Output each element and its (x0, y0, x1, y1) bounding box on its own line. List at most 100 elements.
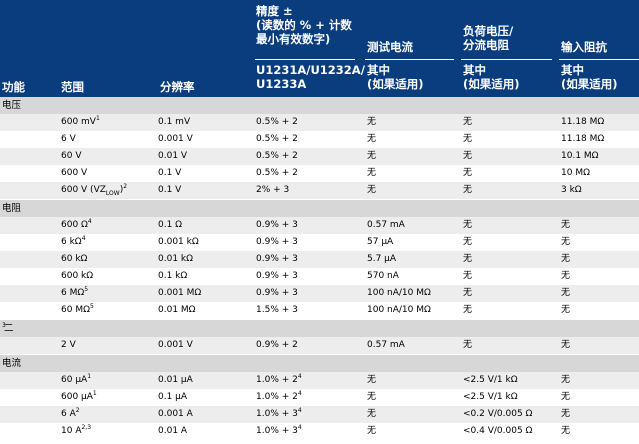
header-test-current-note: 其中 (如果适用) (367, 63, 424, 91)
range-value: 600 V (VZ (61, 185, 106, 195)
accuracy-value: 0.5% + 2 (256, 134, 298, 144)
header-divider (461, 59, 552, 60)
header-accuracy: 精度 ± (读数的 % + 计数 最小有效数字) (256, 4, 352, 46)
test-current-cell: 0.57 mA (367, 340, 405, 350)
table-row: 6 kΩ4 0.9% + 3 0.001 kΩ 57 μA 无 无 (0, 234, 639, 251)
test-current-cell: 57 μA (367, 237, 394, 247)
section-voltage: 电压 (0, 97, 639, 114)
burden-voltage-cell: 无 (463, 254, 473, 264)
accuracy-value: 0.9% + 3 (256, 271, 298, 281)
section-diode: 二极管3 (0, 320, 639, 368)
resolution-cell: 0.01 kΩ (158, 254, 193, 264)
range-value: 600 mV (61, 117, 96, 127)
accuracy-value: 0.5% + 2 (256, 151, 298, 161)
range-cell: 600 kΩ (61, 268, 93, 285)
resolution-cell: 0.01 MΩ (158, 305, 196, 315)
test-current-cell: 570 nA (367, 271, 399, 281)
header-impedance-note: 其中 (如果适用) (561, 63, 618, 91)
burden-voltage-cell: 无 (463, 117, 473, 127)
input-impedance-cell: 无 (561, 375, 571, 385)
burden-voltage-cell: 无 (463, 134, 473, 144)
burden-voltage-cell: 无 (463, 237, 473, 247)
resolution-cell: 0.001 MΩ (158, 288, 202, 298)
input-impedance-cell: 无 (561, 340, 571, 350)
test-current-cell: 无 (367, 117, 377, 127)
test-current-cell: 5.7 μA (367, 254, 397, 264)
range-value: 60 MΩ (61, 305, 90, 315)
test-current-cell: 100 nA/10 MΩ (367, 305, 431, 315)
table-row: 10 A2,3 1.0% + 34 0.01 A 无 <0.4 V/0.005 Ω 无 (0, 423, 639, 440)
input-impedance-cell: 11.18 MΩ (561, 134, 605, 144)
footnote-marker: 2 (75, 407, 80, 414)
range-cell: 6 A2 (61, 406, 80, 423)
accuracy-value: 1.0% + 2 (256, 375, 298, 385)
table-row: 600 μA1 1.0% + 24 0.1 μA 无 <2.5 V/1 kΩ 无 (0, 389, 639, 406)
accuracy-cell: 0.9% + 3 (256, 234, 298, 251)
test-current-cell: 无 (367, 426, 377, 436)
footnote-marker: 4 (87, 218, 92, 225)
table-row: 600 kΩ 0.9% + 3 0.1 kΩ 570 nA 无 无 (0, 268, 639, 285)
footnote-marker: 4 (81, 235, 86, 242)
table-row: 60 kΩ 0.9% + 3 0.01 kΩ 5.7 μA 无 无 (0, 251, 639, 268)
footnote-marker: 1 (87, 373, 92, 380)
resolution-cell: 0.1 V (158, 185, 182, 195)
table-row: 2 V 0.9% + 2 0.001 V 0.57 mA 无 无 (0, 337, 639, 354)
test-current-cell: 无 (367, 185, 377, 195)
burden-voltage-cell: <0.2 V/0.005 Ω (463, 409, 533, 419)
test-current-cell: 无 (367, 409, 377, 419)
accuracy-value: 1.0% + 3 (256, 426, 298, 436)
test-current-cell: 无 (367, 151, 377, 161)
accuracy-value: 0.9% + 3 (256, 254, 298, 264)
burden-voltage-cell: 无 (463, 305, 473, 315)
burden-voltage-cell: 无 (463, 220, 473, 230)
resolution-cell: 0.1 mV (158, 117, 191, 127)
footnote-marker: 4 (297, 407, 302, 414)
range-value: 600 kΩ (61, 271, 94, 281)
accuracy-cell: 0.5% + 2 (256, 148, 298, 165)
header-burden-note: 其中 (如果适用) (463, 63, 520, 91)
range-cell: 60 MΩ5 (61, 302, 94, 319)
range-value: 6 kΩ (61, 237, 82, 247)
input-impedance-cell: 10 MΩ (561, 168, 590, 178)
table-row: 60 μA1 1.0% + 24 0.01 μA 无 <2.5 V/1 kΩ 无 (0, 372, 639, 389)
footnote-marker: 1 (92, 390, 97, 397)
accuracy-cell: 1.0% + 34 (256, 406, 302, 423)
resolution-cell: 0.1 Ω (158, 220, 183, 230)
footnote-marker: 4 (297, 373, 302, 380)
burden-voltage-cell: 无 (463, 288, 473, 298)
footnote-marker: 4 (297, 390, 302, 397)
input-impedance-cell: 无 (561, 305, 571, 315)
table-row: 600 Ω4 0.9% + 3 0.1 Ω 0.57 mA 无 无 (0, 217, 639, 234)
input-impedance-cell: 无 (561, 426, 571, 436)
input-impedance-cell: 无 (561, 392, 571, 402)
accuracy-cell: 0.9% + 3 (256, 217, 298, 234)
accuracy-cell: 1.0% + 24 (256, 372, 302, 389)
resolution-cell: 0.001 kΩ (158, 237, 199, 247)
range-cell: 6 kΩ4 (61, 234, 86, 251)
input-impedance-cell: 无 (561, 271, 571, 281)
input-impedance-cell: 无 (561, 254, 571, 264)
range-cell: 6 V (61, 131, 76, 148)
range-cell: 600 mV1 (61, 114, 100, 131)
test-current-cell: 无 (367, 134, 377, 144)
header-impedance: 输入阻抗 (561, 40, 607, 54)
accuracy-cell: 0.9% + 3 (256, 285, 298, 302)
accuracy-value: 0.9% + 3 (256, 220, 298, 230)
accuracy-value: 2% + 3 (256, 185, 290, 195)
test-current-cell: 0.57 mA (367, 220, 405, 230)
table-row: 6 MΩ5 0.9% + 3 0.001 MΩ 100 nA/10 MΩ 无 无 (0, 285, 639, 302)
accuracy-value: 0.5% + 2 (256, 168, 298, 178)
accuracy-cell: 1.0% + 34 (256, 423, 302, 440)
input-impedance-cell: 无 (561, 237, 571, 247)
header-function: 功能 (2, 80, 25, 94)
header-divider (255, 59, 355, 60)
accuracy-value: 0.5% + 2 (256, 117, 298, 127)
range-cell: 600 Ω4 (61, 217, 92, 234)
accuracy-cell: 1.5% + 3 (256, 302, 298, 319)
footnote-marker: 4 (297, 424, 302, 431)
burden-voltage-cell: <2.5 V/1 kΩ (463, 392, 518, 402)
test-current-cell: 无 (367, 375, 377, 385)
resolution-cell: 0.1 kΩ (158, 271, 188, 281)
table-row: 6 A2 1.0% + 34 0.001 A 无 <0.2 V/0.005 Ω 无 (0, 406, 639, 423)
resolution-cell: 0.01 V (158, 151, 188, 161)
